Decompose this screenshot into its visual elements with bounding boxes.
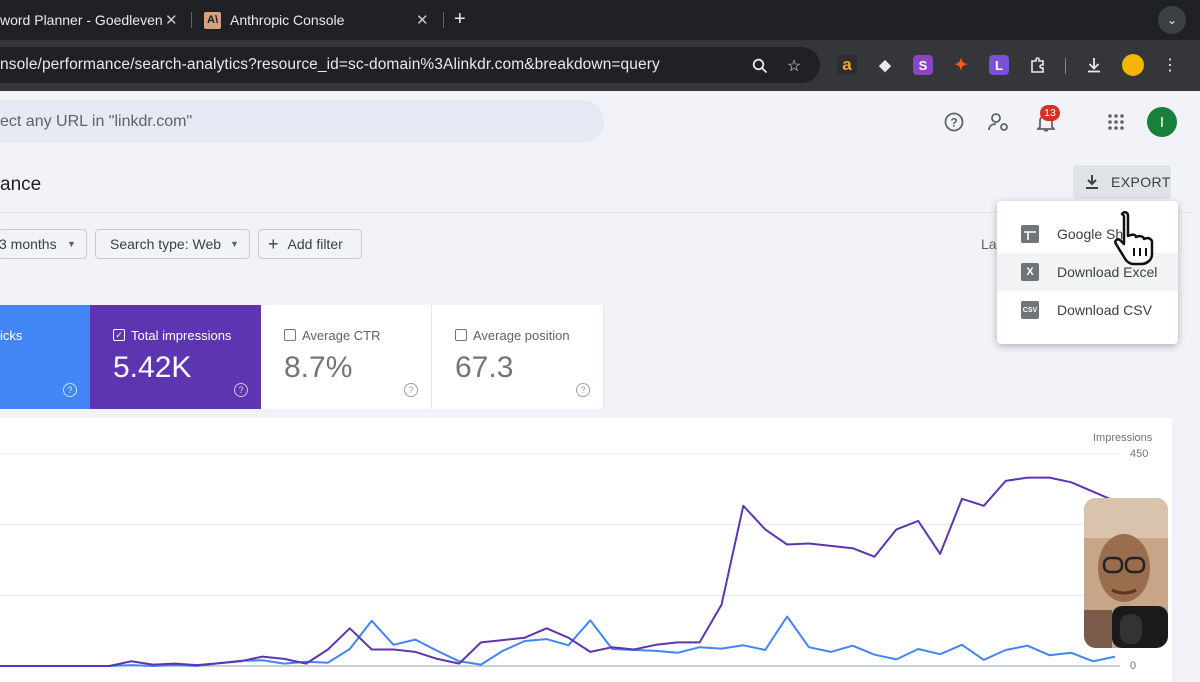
right-axis-tick-max: 450	[1130, 448, 1149, 460]
metric-label: Total impressions	[131, 328, 232, 343]
right-axis-label: Impressions	[1093, 432, 1153, 444]
s-extension-icon[interactable]: S	[913, 55, 933, 75]
add-filter-label: Add filter	[287, 236, 343, 252]
notification-count-badge: 13	[1040, 105, 1060, 121]
fox-extension-icon[interactable]: ✦	[954, 57, 968, 74]
new-tab-button[interactable]: +	[454, 8, 466, 30]
metric-card-average-ctr[interactable]: Average CTR 8.7% ?	[261, 305, 432, 409]
checkbox-checked-icon[interactable]: ✓	[113, 329, 125, 341]
export-label: EXPORT	[1111, 174, 1171, 190]
help-icon[interactable]: ?	[576, 383, 590, 397]
sheets-icon	[1021, 225, 1039, 243]
metric-card-total-clicks[interactable]: icks ?	[0, 305, 90, 409]
date-range-filter[interactable]: 3 months ▼	[0, 229, 87, 259]
export-google-sheets-item[interactable]: Google Sh	[997, 215, 1178, 253]
metric-value: 67.3	[455, 351, 514, 384]
browser-menu-icon[interactable]: ⋮	[1162, 57, 1178, 74]
dropdown-arrow-icon: ▼	[230, 239, 239, 249]
right-axis-tick-min: 0	[1130, 660, 1137, 672]
extensions-puzzle-icon[interactable]	[1028, 55, 1048, 75]
checkbox-unchecked-icon[interactable]	[284, 329, 296, 341]
help-icon[interactable]: ?	[404, 383, 418, 397]
search-type-filter[interactable]: Search type: Web ▼	[95, 229, 250, 259]
bookmark-star-icon[interactable]: ☆	[786, 58, 802, 75]
profile-avatar[interactable]	[1122, 54, 1144, 76]
metric-label: Average CTR	[302, 328, 381, 343]
export-button[interactable]: EXPORT	[1073, 165, 1171, 199]
add-filter-button[interactable]: + Add filter	[258, 229, 362, 259]
amazon-extension-icon[interactable]: a	[837, 55, 857, 75]
metric-value: 5.42K	[113, 351, 192, 384]
svg-text:?: ?	[950, 116, 957, 130]
tab-title: Anthropic Console	[230, 12, 345, 28]
help-icon[interactable]: ?	[234, 383, 248, 397]
dropdown-arrow-icon: ▼	[67, 239, 76, 249]
presenter-webcam-overlay	[1084, 498, 1168, 648]
menu-item-label: Google Sh	[1057, 226, 1124, 242]
excel-icon: X	[1021, 263, 1039, 281]
browser-tab-bar: word Planner - Goedleven ✕ A\ Anthropic …	[0, 0, 1200, 40]
last-updated-label: La	[981, 236, 997, 252]
help-icon[interactable]: ?	[943, 111, 965, 133]
metric-card-average-position[interactable]: Average position 67.3 ?	[432, 305, 604, 409]
metric-value: 8.7%	[284, 351, 353, 384]
divider	[0, 212, 1192, 213]
metric-label: Average position	[473, 328, 570, 343]
presenter-face-image	[1084, 498, 1168, 648]
apps-grid-icon[interactable]	[1105, 111, 1127, 133]
export-download-csv-item[interactable]: CSV Download CSV	[997, 291, 1178, 329]
tab-separator	[191, 12, 192, 28]
account-avatar[interactable]: I	[1147, 107, 1177, 137]
tab-keyword-planner[interactable]: word Planner - Goedleven ✕	[0, 0, 190, 40]
user-settings-icon[interactable]	[988, 111, 1010, 133]
anthropic-favicon-icon: A\	[204, 12, 221, 29]
help-icon[interactable]: ?	[63, 383, 77, 397]
search-type-label: Search type: Web	[110, 236, 222, 252]
csv-icon: CSV	[1021, 301, 1039, 319]
l-extension-icon[interactable]: L	[989, 55, 1009, 75]
checkbox-unchecked-icon[interactable]	[455, 329, 467, 341]
close-tab-icon[interactable]: ✕	[416, 12, 429, 29]
url-inspection-search[interactable]: ect any URL in "linkdr.com"	[0, 100, 604, 143]
address-bar[interactable]: nsole/performance/search-analytics?resou…	[0, 47, 820, 83]
download-icon[interactable]	[1084, 55, 1104, 75]
url-text: nsole/performance/search-analytics?resou…	[0, 56, 660, 73]
tab-anthropic-console[interactable]: A\ Anthropic Console ✕	[196, 0, 440, 40]
tab-separator	[443, 12, 444, 28]
zoom-search-icon[interactable]	[750, 56, 770, 76]
tab-title: word Planner - Goedleven	[0, 12, 163, 28]
tab-search-chevron-icon[interactable]: ⌄	[1158, 6, 1186, 34]
diamond-extension-icon[interactable]: ◆	[879, 57, 891, 74]
date-range-label: 3 months	[0, 236, 57, 252]
metric-label: icks	[0, 328, 23, 343]
metric-card-total-impressions[interactable]: ✓ Total impressions 5.42K ?	[90, 305, 261, 409]
hand-cursor-icon	[1114, 211, 1154, 266]
plus-icon: +	[268, 234, 279, 254]
performance-chart	[0, 418, 1172, 682]
browser-toolbar: nsole/performance/search-analytics?resou…	[0, 40, 1200, 91]
menu-item-label: Download CSV	[1057, 302, 1152, 318]
search-placeholder: ect any URL in "linkdr.com"	[0, 113, 193, 130]
close-tab-icon[interactable]: ✕	[165, 12, 178, 29]
toolbar-divider	[1065, 58, 1066, 74]
page-title: ance	[0, 174, 42, 195]
download-icon	[1086, 175, 1098, 189]
menu-item-label: Download Excel	[1057, 264, 1158, 280]
